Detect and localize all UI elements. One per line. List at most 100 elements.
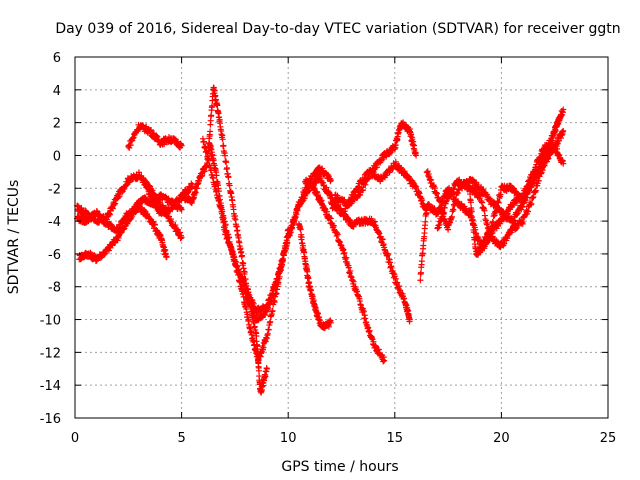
series-track-7 — [206, 140, 292, 366]
x-tick-label: 10 — [280, 431, 297, 446]
data-point — [226, 182, 233, 189]
data-point — [360, 187, 367, 193]
data-point — [263, 365, 270, 372]
data-point — [245, 316, 252, 323]
data-point — [178, 234, 185, 241]
x-axis-title: GPS time / hours — [281, 459, 398, 475]
y-tick-label: 4 — [53, 84, 61, 99]
x-tick-label: 15 — [387, 431, 404, 446]
data-point — [304, 268, 311, 275]
x-tick-label: 25 — [600, 431, 617, 446]
data-point — [269, 307, 276, 314]
data-point — [222, 221, 229, 228]
data-point — [299, 194, 306, 201]
data-point — [323, 184, 330, 191]
data-point — [373, 164, 380, 171]
data-point — [470, 229, 477, 236]
data-point — [560, 160, 567, 167]
y-tick-label: -6 — [48, 248, 61, 263]
y-tick-label: -4 — [48, 215, 61, 230]
x-tick-label: 0 — [71, 431, 79, 446]
data-point — [450, 206, 457, 213]
series-track-5 — [140, 175, 196, 218]
data-point — [202, 143, 209, 150]
data-point — [163, 254, 170, 261]
data-point — [385, 251, 392, 258]
data-point — [447, 192, 454, 199]
data-point — [386, 259, 393, 266]
data-point — [360, 308, 367, 315]
data-point — [396, 283, 403, 290]
data-point — [519, 220, 526, 227]
data-point — [205, 156, 212, 163]
data-point — [287, 229, 294, 236]
data-point — [241, 269, 248, 276]
data-point — [539, 167, 546, 174]
series-track-12 — [317, 175, 413, 325]
data-point — [178, 142, 185, 149]
data-point — [282, 245, 289, 252]
series-track-15 — [417, 106, 567, 284]
data-point — [468, 208, 475, 215]
series-track-13 — [332, 119, 420, 209]
series-track-4 — [125, 121, 185, 151]
series-track-3 — [74, 202, 170, 261]
data-point — [356, 183, 363, 190]
data-point — [327, 177, 334, 184]
series-track-18 — [466, 111, 565, 251]
data-point — [519, 195, 526, 202]
data-point — [74, 202, 81, 209]
data-point — [448, 213, 455, 220]
data-point — [223, 159, 230, 166]
data-point — [172, 222, 179, 229]
data-point — [422, 218, 429, 225]
x-tick-label: 20 — [493, 431, 510, 446]
data-point — [450, 186, 457, 193]
data-point — [560, 127, 567, 134]
data-point — [284, 240, 291, 247]
data-point — [477, 193, 484, 200]
data-point — [207, 128, 214, 135]
series-track-14 — [327, 158, 430, 217]
data-point — [255, 367, 262, 374]
y-tick-label: -16 — [40, 412, 61, 427]
y-tick-label: -14 — [40, 379, 61, 394]
data-point — [479, 199, 486, 206]
data-point — [528, 200, 535, 207]
data-point — [279, 257, 286, 264]
series-track-16 — [423, 127, 567, 233]
data-point — [219, 208, 226, 215]
data-point — [214, 102, 221, 109]
series-track-8 — [199, 135, 324, 317]
data-point — [436, 198, 443, 205]
data-point — [408, 131, 415, 138]
series-track-11 — [302, 176, 388, 365]
data-point — [381, 357, 388, 364]
y-tick-label: -12 — [40, 346, 61, 361]
data-point — [111, 201, 118, 208]
data-point — [249, 306, 256, 313]
data-point — [116, 193, 123, 200]
plot-frame — [74, 56, 609, 419]
data-point — [225, 174, 232, 181]
data-point — [265, 305, 272, 312]
data-point — [106, 211, 113, 218]
data-point — [388, 263, 395, 270]
data-point — [297, 226, 304, 233]
data-point — [467, 199, 474, 206]
data-point — [203, 148, 210, 155]
y-tick-label: -2 — [48, 182, 61, 197]
y-tick-label: -10 — [40, 314, 61, 329]
data-point — [222, 152, 229, 159]
data-point — [267, 318, 274, 325]
data-point — [379, 236, 386, 243]
data-point — [532, 187, 539, 194]
y-tick-label: 6 — [53, 51, 61, 66]
x-tick-label: 5 — [177, 431, 185, 446]
data-point — [209, 102, 216, 109]
data-point — [178, 206, 185, 213]
data-point — [208, 112, 215, 119]
data-point — [298, 234, 305, 241]
data-point — [220, 142, 227, 149]
